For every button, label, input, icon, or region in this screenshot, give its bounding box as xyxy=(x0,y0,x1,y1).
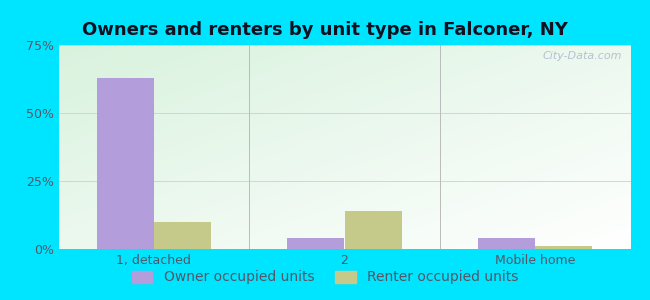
Bar xyxy=(97,78,154,249)
Text: Owners and renters by unit type in Falconer, NY: Owners and renters by unit type in Falco… xyxy=(82,21,568,39)
Bar xyxy=(287,238,344,249)
Legend: Owner occupied units, Renter occupied units: Owner occupied units, Renter occupied un… xyxy=(126,265,524,290)
Text: City-Data.com: City-Data.com xyxy=(542,51,622,61)
Bar xyxy=(344,211,402,249)
Bar xyxy=(478,238,535,249)
Bar xyxy=(154,222,211,249)
Bar xyxy=(535,246,592,249)
